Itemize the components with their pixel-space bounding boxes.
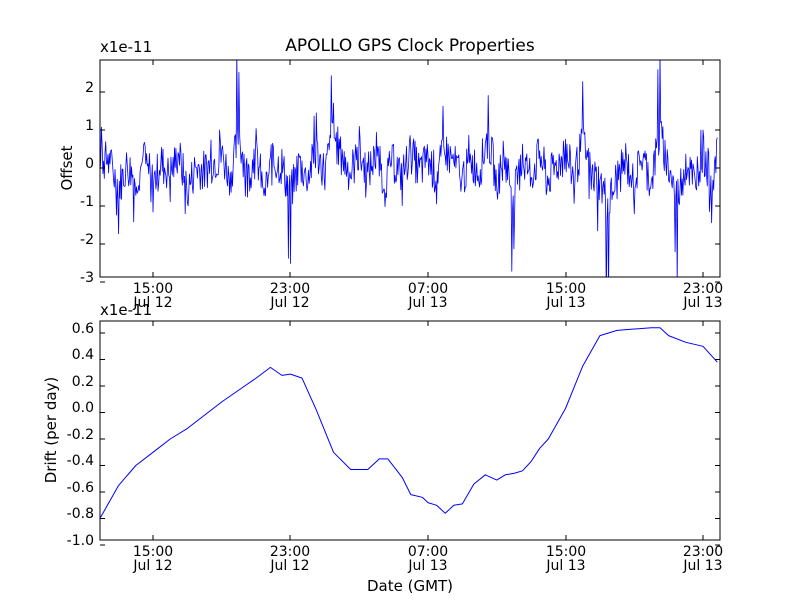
- offset-ytick-label: 0: [85, 156, 94, 172]
- offset-ytick-label: -2: [80, 232, 94, 248]
- offset-xtick-date: Jul 13: [545, 295, 585, 311]
- offset-axes-frame: [99, 59, 721, 278]
- drift-xtick-time: 15:00: [133, 544, 173, 560]
- drift-ytick-label: -0.6: [67, 480, 94, 496]
- drift-ytick-label: 0.6: [72, 321, 94, 337]
- drift-exponent-label: x1e-11: [100, 301, 152, 319]
- offset-xtick-time: 23:00: [270, 281, 310, 297]
- drift-ytick-label: 0.0: [72, 400, 94, 416]
- drift-ytick-label: 0.4: [72, 347, 94, 363]
- drift-y-axis-label: Drift (per day): [42, 377, 60, 484]
- offset-xtick-date: Jul 12: [269, 295, 309, 311]
- offset-xtick-date: Jul 12: [132, 295, 172, 311]
- offset-series-line: [100, 60, 718, 277]
- drift-ytick-label: -0.8: [67, 506, 94, 522]
- drift-axes-frame: [99, 320, 721, 541]
- offset-xtick-time: 15:00: [133, 281, 173, 297]
- drift-xtick-date: Jul 12: [132, 558, 172, 574]
- drift-xtick-date: Jul 13: [682, 558, 722, 574]
- drift-x-axis-label: Date (GMT): [367, 577, 453, 595]
- drift-xtick-date: Jul 12: [269, 558, 309, 574]
- offset-ytick-label: 2: [85, 80, 94, 96]
- drift-ytick-label: -0.4: [67, 453, 94, 469]
- drift-ytick-label: -0.2: [67, 427, 94, 443]
- drift-xtick-time: 23:00: [683, 544, 723, 560]
- drift-xtick-time: 15:00: [546, 544, 586, 560]
- offset-xtick-time: 07:00: [408, 281, 448, 297]
- drift-plot-area: [100, 321, 720, 546]
- chart-title: APOLLO GPS Clock Properties: [285, 36, 535, 56]
- offset-ytick-label: 1: [85, 118, 94, 134]
- offset-xtick-date: Jul 13: [682, 295, 722, 311]
- offset-panel: x1e-11 Offset -3 -2 -1 0 1 2 15:00 Jul 1…: [58, 38, 723, 311]
- offset-ytick-label: -1: [80, 194, 94, 210]
- offset-y-axis-label: Offset: [58, 145, 76, 190]
- drift-ytick-label: -1.0: [67, 533, 94, 549]
- drift-xtick-date: Jul 13: [545, 558, 585, 574]
- drift-series-line: [100, 327, 718, 519]
- drift-ytick-label: 0.2: [72, 374, 94, 390]
- offset-plot-area: [100, 60, 720, 283]
- drift-xtick-time: 07:00: [408, 544, 448, 560]
- drift-xtick-time: 23:00: [270, 544, 310, 560]
- offset-xtick-date: Jul 13: [407, 295, 447, 311]
- offset-xtick-time: 23:00: [683, 281, 723, 297]
- drift-xtick-date: Jul 13: [407, 558, 447, 574]
- offset-exponent-label: x1e-11: [100, 38, 152, 56]
- offset-xtick-time: 15:00: [546, 281, 586, 297]
- offset-ytick-label: -3: [80, 270, 94, 286]
- drift-panel: x1e-11 Drift (per day) -1.0 -0.8 -0.6 -0…: [42, 301, 723, 595]
